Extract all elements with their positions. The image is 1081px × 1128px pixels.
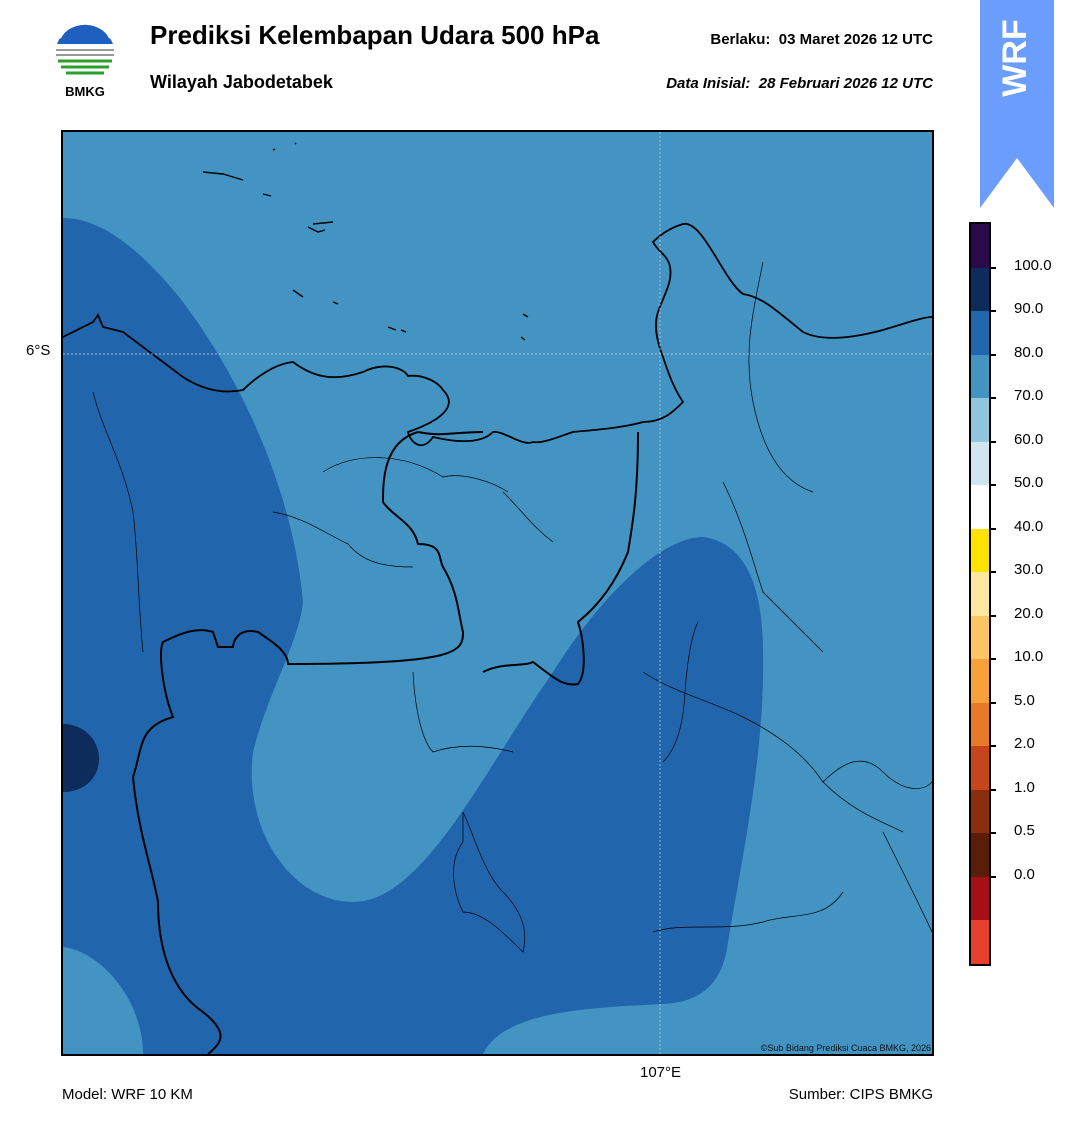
colorbar-tick-label: 70.0: [1014, 387, 1044, 405]
colorbar-tick: [990, 266, 996, 269]
humidity-field-80-90: [63, 218, 764, 1054]
model-label: Model: WRF 10 KM: [62, 1086, 193, 1103]
wrf-badge: WRF: [980, 0, 1054, 208]
init-label: Data Inisial:: [666, 75, 751, 92]
colorbar-tick: [990, 832, 996, 835]
init-time-label: Data Inisial: 28 Februari 2026 12 UTC: [666, 75, 933, 92]
coastline: [63, 223, 932, 447]
colorbar-tick-label: 0.0: [1014, 865, 1035, 883]
map-panel: [61, 130, 934, 1056]
colorbar-tick: [990, 353, 996, 356]
colorbar-tick: [990, 397, 996, 400]
colorbar-tick-label: 100.0: [1014, 256, 1052, 274]
source-label: Sumber: CIPS BMKG: [788, 1086, 933, 1103]
colorbar-tick-label: 90.0: [1014, 300, 1044, 318]
colorbar-tick-label: 1.0: [1014, 778, 1035, 796]
latitude-label: 6°S: [26, 342, 51, 359]
colorbar-tick: [990, 310, 996, 313]
colorbar-tick-label: 80.0: [1014, 343, 1044, 361]
colorbar-tick-label: 30.0: [1014, 561, 1044, 579]
colorbar-tick: [990, 527, 996, 530]
colorbar-segment: [971, 920, 989, 965]
colorbar-segment: [971, 702, 989, 747]
colorbar-tick: [990, 788, 996, 791]
colorbar-segment: [971, 267, 989, 312]
colorbar-tick: [990, 745, 996, 748]
valid-label: Berlaku:: [710, 31, 771, 48]
humidity-field-90-100: [63, 724, 99, 792]
regency-boundaries: [92, 261, 932, 953]
region-subtitle: Wilayah Jabodetabek: [150, 72, 333, 92]
colorbar-tick: [990, 484, 996, 487]
colorbar-segment: [971, 528, 989, 573]
colorbar-tick: [990, 571, 996, 574]
colorbar-tick-label: 20.0: [1014, 604, 1044, 622]
colorbar-tick-label: 0.5: [1014, 822, 1035, 840]
init-time: 28 Februari 2026 12 UTC: [758, 75, 933, 92]
colorbar-segment: [971, 224, 989, 269]
bmkg-logo: [55, 21, 115, 83]
colorbar-segment: [971, 398, 989, 443]
wrf-badge-text: WRF: [996, 19, 1034, 96]
valid-time-label: Berlaku: 03 Maret 2026 12 UTC: [710, 31, 933, 48]
islands: [202, 142, 529, 341]
colorbar-segment: [971, 311, 989, 356]
logo-text: BMKG: [65, 84, 105, 99]
colorbar-tick-label: 2.0: [1014, 735, 1035, 753]
humidity-map: [63, 132, 932, 1054]
colorbar-segment: [971, 833, 989, 878]
colorbar-tick: [990, 875, 996, 878]
chart-title: Prediksi Kelembapan Udara 500 hPa: [150, 20, 600, 50]
colorbar-tick: [990, 614, 996, 617]
colorbar-tick-label: 5.0: [1014, 691, 1035, 709]
colorbar-tick: [990, 440, 996, 443]
colorbar-segment: [971, 746, 989, 791]
colorbar-segment: [971, 354, 989, 399]
valid-time: 03 Maret 2026 12 UTC: [778, 31, 933, 48]
colorbar-tick-label: 40.0: [1014, 517, 1044, 535]
colorbar-segment: [971, 789, 989, 834]
colorbar-tick-label: 50.0: [1014, 474, 1044, 492]
colorbar-tick-label: 10.0: [1014, 648, 1044, 666]
colorbar-tick: [990, 701, 996, 704]
colorbar-tick: [990, 658, 996, 661]
colorbar: [969, 222, 991, 966]
province-boundaries: [131, 431, 639, 1054]
colorbar-segment: [971, 485, 989, 530]
colorbar-segment: [971, 572, 989, 617]
colorbar-segment: [971, 441, 989, 486]
colorbar-segment: [971, 615, 989, 660]
longitude-label: 107°E: [640, 1064, 682, 1081]
copyright-text: ©Sub Bidang Prediksi Cuaca BMKG, 2026: [760, 1043, 931, 1053]
colorbar-tick-label: 60.0: [1014, 430, 1044, 448]
colorbar-segment: [971, 876, 989, 921]
colorbar-segment: [971, 659, 989, 704]
